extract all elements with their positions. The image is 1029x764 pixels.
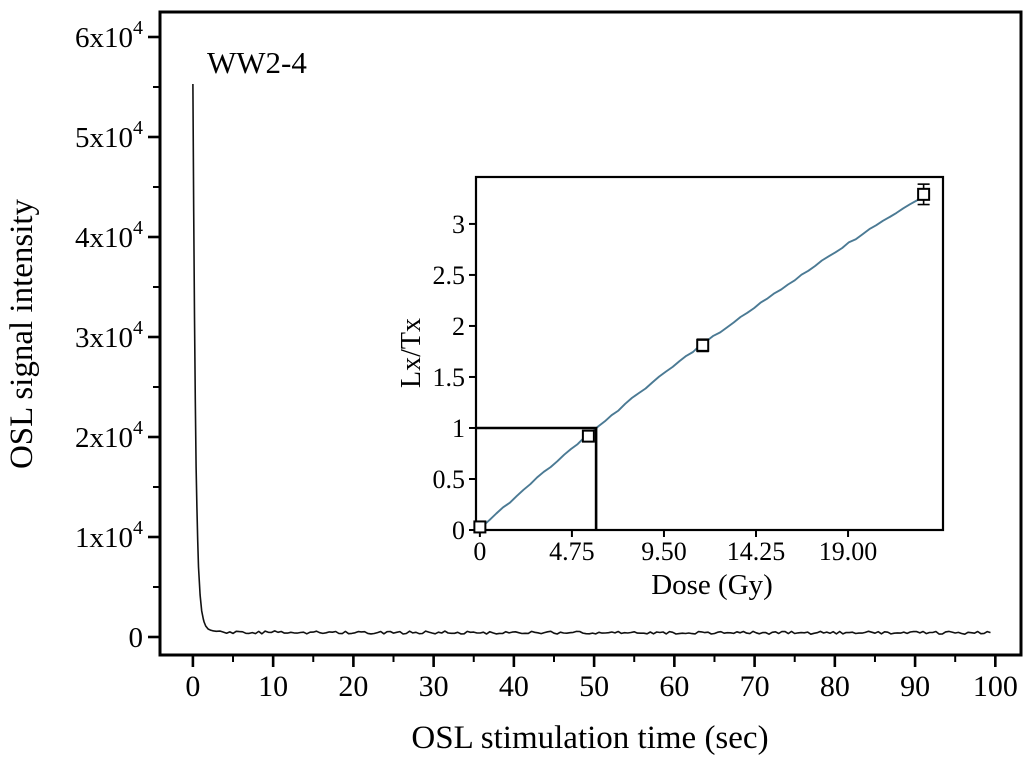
de-interpolation-line: [476, 426, 598, 530]
x-tick-label: 40: [499, 670, 529, 703]
y-tick-label: 0: [129, 622, 144, 654]
x-tick-label: 60: [659, 670, 689, 703]
dose-response-fit-line: [482, 194, 925, 527]
y-tick-label: 6x104: [75, 17, 143, 54]
y-tick-label: 2x104: [75, 417, 143, 454]
inset-y-tick-label: 1.5: [433, 363, 466, 392]
inset-plot-area: [474, 175, 945, 532]
x-tick-label: 100: [973, 670, 1018, 703]
fit-line-path: [482, 194, 925, 527]
inset-x-axis: 0 4.75 9.50 14.25 19.00: [473, 530, 877, 566]
y-tick-label: 1x104: [75, 517, 143, 554]
x-tick-label: 50: [579, 670, 609, 703]
decay-curve-path: [192, 83, 991, 635]
inset-y-tick-label: 2.5: [433, 261, 466, 290]
sample-label: WW2-4: [207, 45, 307, 80]
main-plot-area: [158, 10, 1023, 657]
main-x-axis: 0 10 20 30 40 50 60 70 80 90 100: [185, 655, 1018, 703]
inset-x-tick-label: 19.00: [819, 537, 878, 566]
x-tick-label: 80: [820, 670, 850, 703]
x-tick-label: 70: [740, 670, 770, 703]
inset-x-tick-label: 4.75: [549, 537, 595, 566]
main-y-axis-title: OSL signal intensity: [4, 198, 40, 469]
y-tick-label: 5x104: [75, 117, 143, 154]
inset-y-tick-label: 0: [452, 516, 465, 545]
inset-y-tick-label: 3: [452, 210, 465, 239]
inset-x-tick-label: 0: [473, 537, 486, 566]
main-plot: 0 10 20 30 40 50 60 70 80 90 100 01x1042x1043x1044…: [4, 10, 1023, 756]
data-point-marker: [917, 187, 931, 201]
main-x-axis-title: OSL stimulation time (sec): [411, 720, 768, 756]
data-point-marker: [696, 338, 710, 352]
inset-plot: 0 4.75 9.50 14.25 19.00 0 0.5 1 1.5 2 2.5 3 Dose (…: [396, 175, 945, 601]
y-tick-label: 3x104: [75, 317, 143, 354]
inset-x-tick-label: 14.25: [727, 537, 786, 566]
dose-response-data-points: [473, 183, 931, 534]
x-tick-label: 30: [419, 670, 449, 703]
decay-curve: [192, 83, 991, 635]
inset-x-tick-label: 9.50: [641, 537, 687, 566]
data-point-marker: [473, 520, 487, 534]
data-point-marker: [581, 429, 595, 443]
inset-y-axis: 0 0.5 1 1.5 2 2.5 3: [433, 210, 476, 545]
y-tick-label: 4x104: [75, 217, 143, 254]
x-tick-label: 20: [338, 670, 368, 703]
x-tick-label: 10: [258, 670, 288, 703]
inset-y-axis-title: Lx/Tx: [396, 318, 427, 388]
x-tick-label: 0: [185, 670, 200, 703]
main-y-axis: 0 1x104 2x104 3x104 4x104 5x104 6x104: [75, 17, 160, 654]
inset-y-tick-label: 0.5: [433, 465, 466, 494]
inset-y-tick-label: 1: [452, 414, 465, 443]
inset-y-tick-label: 2: [452, 312, 465, 341]
inset-x-axis-title: Dose (Gy): [651, 569, 773, 601]
x-tick-label: 90: [900, 670, 930, 703]
equivalent-dose-reference-lines: [476, 426, 598, 530]
